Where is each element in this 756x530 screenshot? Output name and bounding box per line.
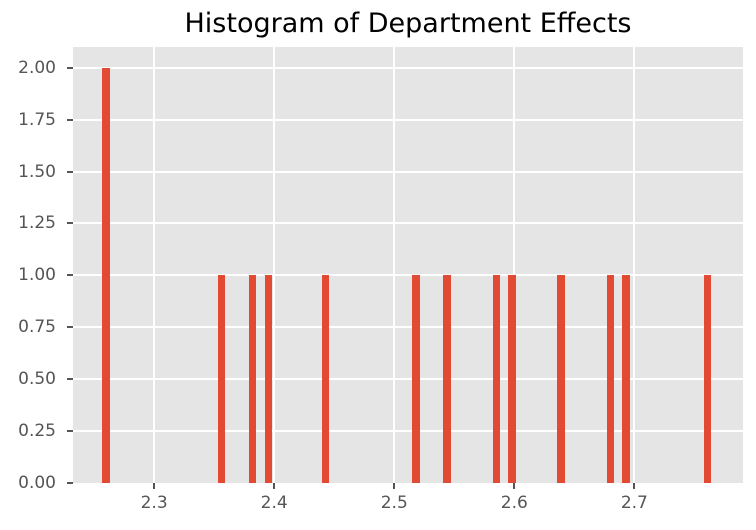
y-tick-mark xyxy=(67,66,73,69)
x-gridline xyxy=(513,47,516,483)
x-tick-mark xyxy=(273,483,276,489)
histogram-bar xyxy=(443,275,451,483)
y-tick-mark xyxy=(67,430,73,433)
x-tick-mark xyxy=(513,483,516,489)
plot-area xyxy=(73,47,743,483)
y-tick-mark xyxy=(67,274,73,277)
y-gridline xyxy=(73,430,743,433)
y-tick-mark xyxy=(67,118,73,121)
histogram-bar xyxy=(322,275,330,483)
y-tick-label: 0.00 xyxy=(18,473,56,493)
x-tick-mark xyxy=(393,483,396,489)
y-gridline xyxy=(73,170,743,173)
y-gridline xyxy=(73,222,743,225)
chart-title: Histogram of Department Effects xyxy=(184,8,632,39)
histogram-bar xyxy=(264,275,272,483)
y-tick-mark xyxy=(67,378,73,381)
histogram-bar xyxy=(557,275,565,483)
histogram-bar xyxy=(248,275,257,483)
x-gridline xyxy=(393,47,396,483)
x-tick-label: 2.6 xyxy=(500,493,528,513)
x-gridline xyxy=(633,47,636,483)
y-gridline xyxy=(73,326,743,329)
y-gridline xyxy=(73,66,743,69)
histogram-bar xyxy=(492,275,500,483)
y-tick-label: 2.00 xyxy=(18,57,56,78)
x-tick-mark xyxy=(153,483,156,489)
y-tick-label: 1.50 xyxy=(18,161,56,182)
y-tick-label: 0.75 xyxy=(18,317,56,338)
y-gridline xyxy=(73,378,743,381)
histogram-bar xyxy=(412,275,420,483)
x-gridline xyxy=(153,47,156,483)
y-tick-mark xyxy=(67,326,73,329)
histogram-bar xyxy=(606,275,614,483)
y-gridline xyxy=(73,118,743,121)
y-tick-label: 1.25 xyxy=(18,213,56,234)
histogram-bar xyxy=(622,275,630,483)
x-gridline xyxy=(273,47,276,483)
y-tick-label: 1.75 xyxy=(18,109,56,130)
x-tick-label: 2.5 xyxy=(380,493,408,513)
y-tick-mark xyxy=(67,222,73,225)
y-tick-label: 0.50 xyxy=(18,369,56,390)
y-gridline xyxy=(73,274,743,277)
y-tick-mark xyxy=(67,482,73,484)
x-tick-mark xyxy=(633,483,636,489)
histogram-bar xyxy=(102,67,110,483)
y-tick-label: 1.00 xyxy=(18,265,56,286)
x-tick-label: 2.4 xyxy=(260,493,288,513)
histogram-bar xyxy=(217,275,226,483)
y-tick-label: 0.25 xyxy=(18,421,56,442)
x-tick-label: 2.7 xyxy=(620,493,648,513)
histogram-bar xyxy=(703,275,712,483)
histogram-bar xyxy=(508,275,516,483)
y-tick-mark xyxy=(67,170,73,173)
x-tick-label: 2.3 xyxy=(140,493,168,513)
